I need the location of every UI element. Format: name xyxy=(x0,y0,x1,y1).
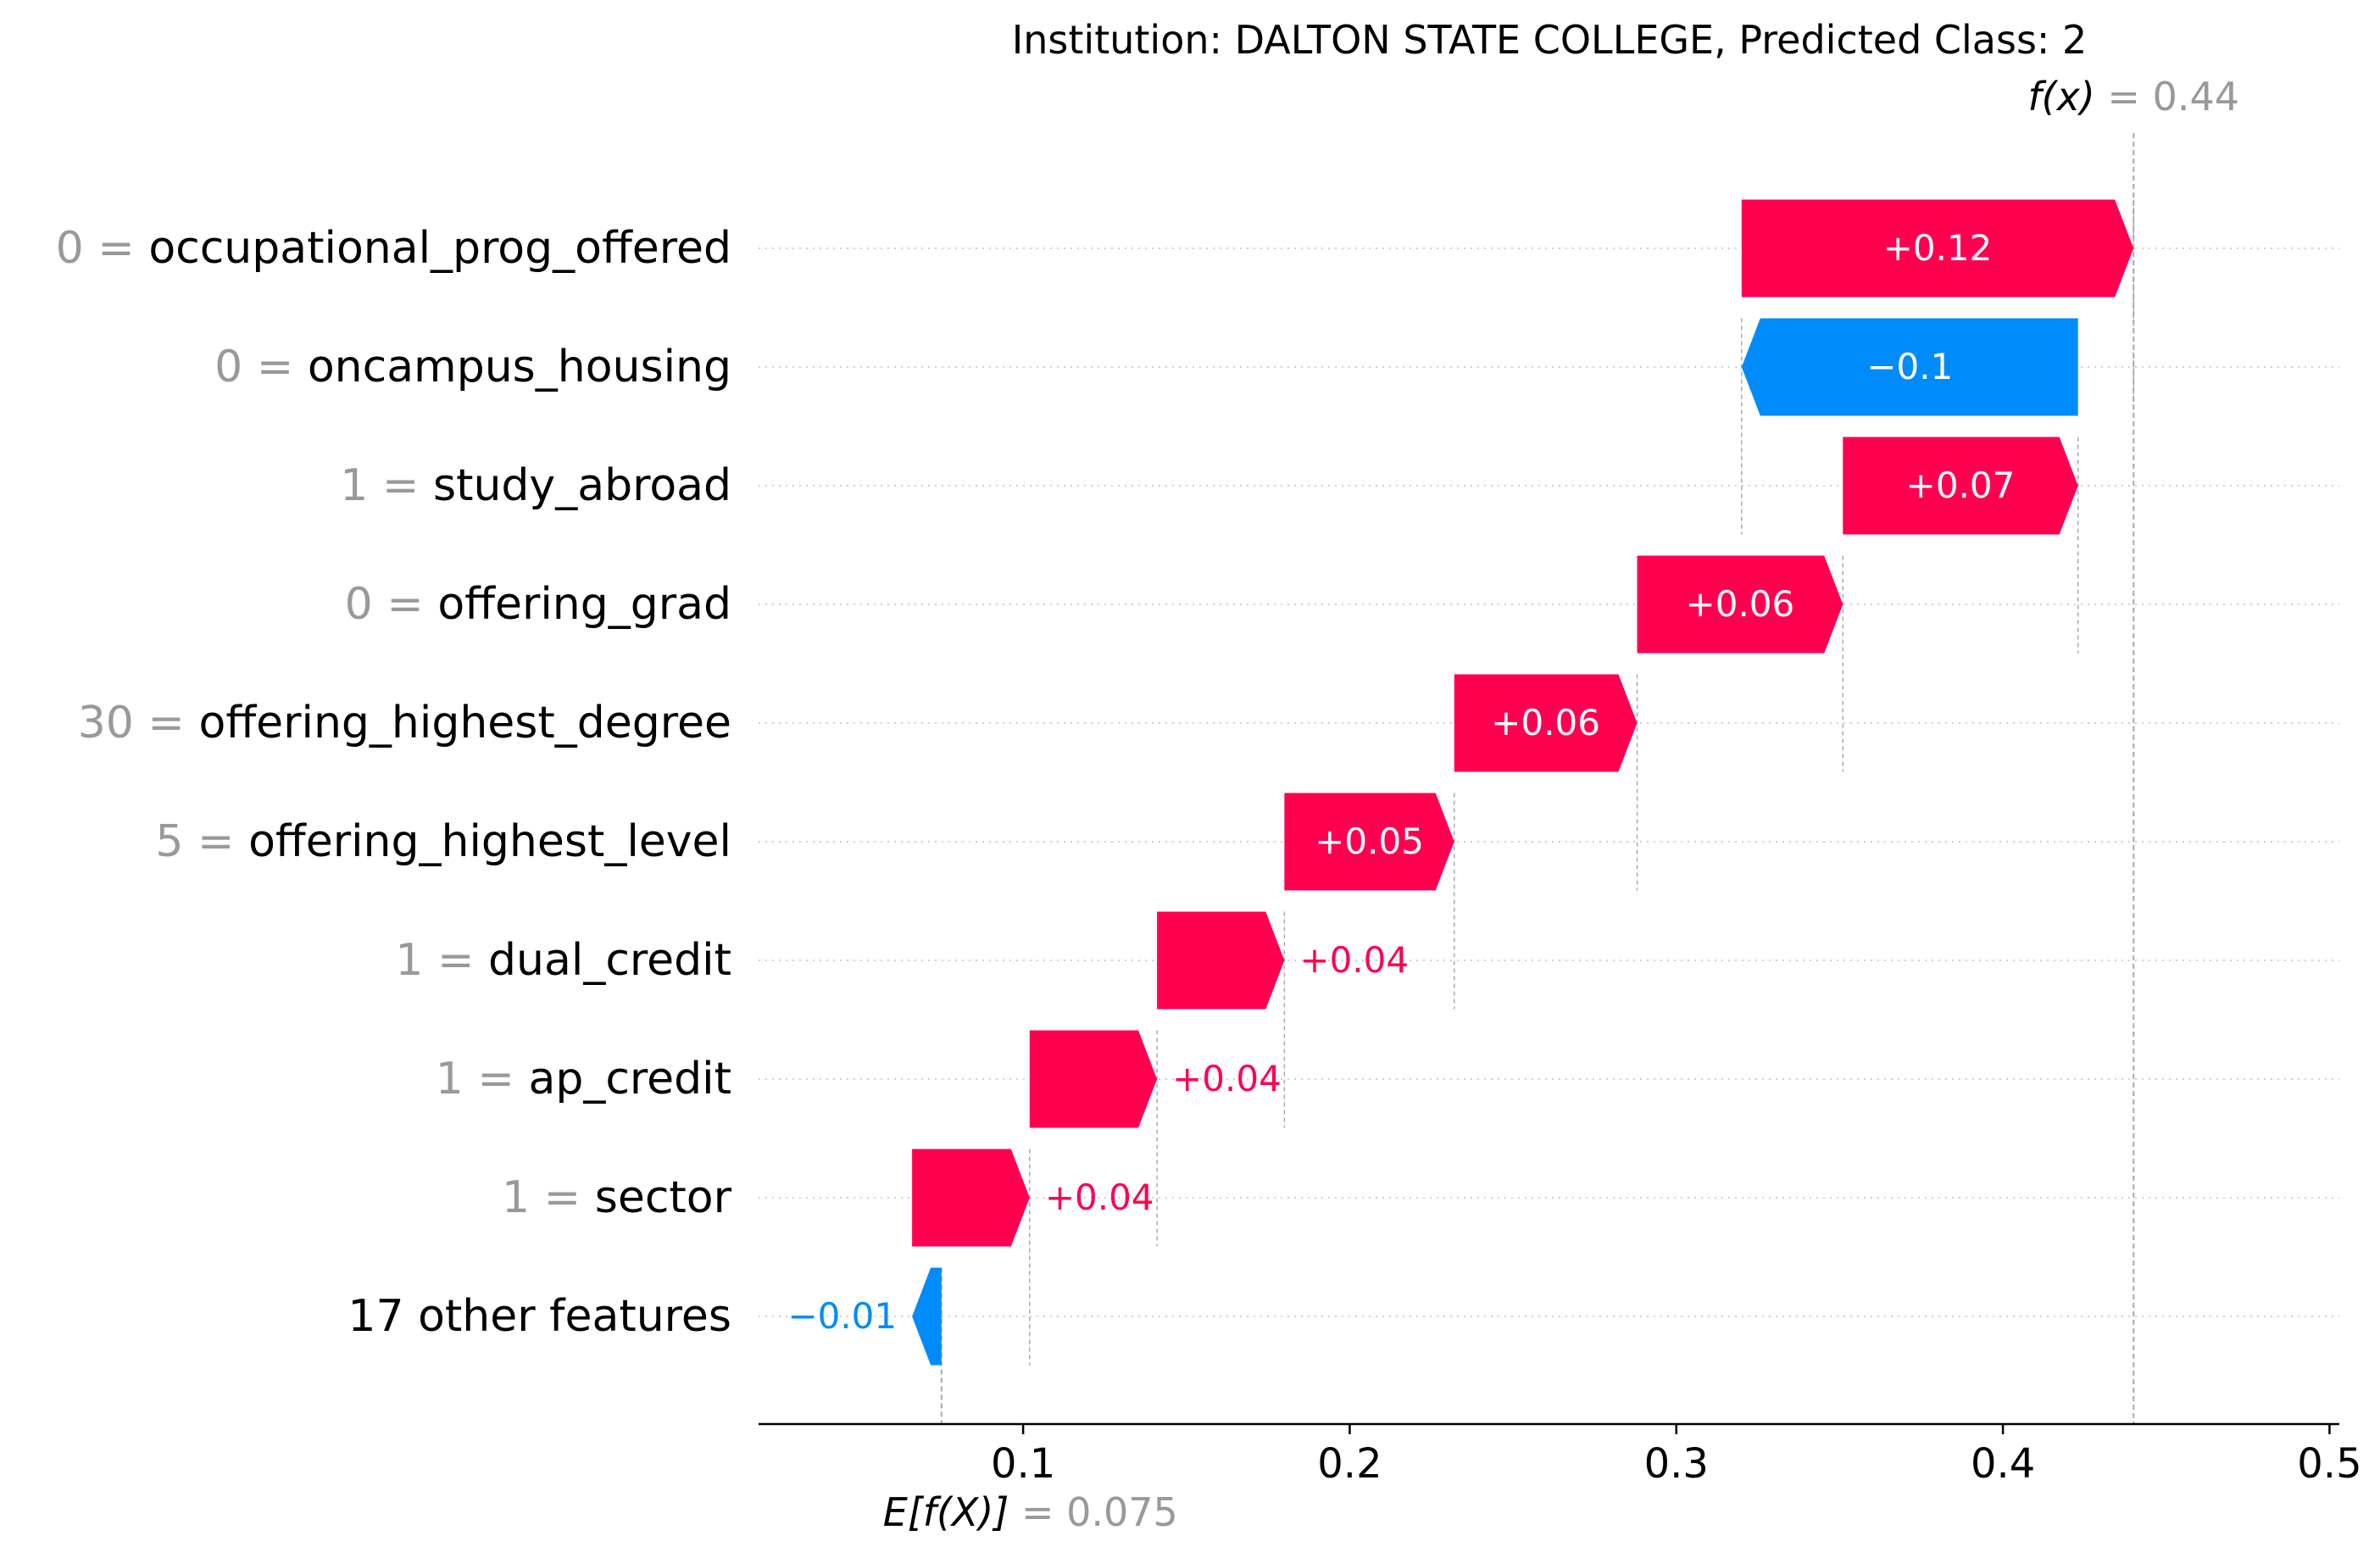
bar-value-label: +0.04 xyxy=(1299,939,1409,981)
bar-value-label: +0.04 xyxy=(1045,1177,1154,1218)
feature-label: 30 = offering_highest_degree xyxy=(78,698,731,748)
chart-title: Institution: DALTON STATE COLLEGE, Predi… xyxy=(1012,17,2088,63)
feature-name: sector xyxy=(595,1172,732,1223)
feature-label: 0 = occupational_prog_offered xyxy=(56,223,731,274)
feature-name: ap_credit xyxy=(528,1054,731,1105)
feature-label: 0 = oncampus_housing xyxy=(214,342,731,392)
feature-name: dual_credit xyxy=(488,935,731,986)
feature-name: offering_highest_degree xyxy=(199,698,732,748)
feature-name: 17 other features xyxy=(348,1291,731,1342)
x-axis: 0.1 0.2 0.3 0.4 0.5 xyxy=(759,1422,2362,1488)
bar xyxy=(912,1267,942,1366)
feature-label: 1 = ap_credit xyxy=(436,1054,731,1105)
fx-value: = 0.44 xyxy=(2107,74,2239,120)
bar-value-label: +0.12 xyxy=(1883,227,1993,269)
bar xyxy=(1029,1030,1158,1128)
x-tick-label: 0.2 xyxy=(1317,1440,1382,1488)
feature-name: study_abroad xyxy=(433,460,731,511)
base-value-annotation: E[f(X)] = 0.075 xyxy=(883,1489,1178,1535)
bar xyxy=(1741,199,2134,298)
base-label: E[f(X)] = 0.075 xyxy=(883,1489,1178,1535)
feature-label: 1 = dual_credit xyxy=(395,935,731,986)
x-tick-label: 0.1 xyxy=(991,1440,1055,1488)
fx-annotation: f(x) = 0.44 xyxy=(2027,74,2239,120)
feature-name: offering_highest_level xyxy=(248,816,731,867)
feature-label: 1 = sector xyxy=(502,1172,732,1223)
bar xyxy=(1284,793,1454,891)
feature-value: 1 = xyxy=(340,460,433,511)
bar-value-label: −0.01 xyxy=(787,1295,897,1337)
feature-value: 1 = xyxy=(436,1054,529,1105)
feature-value: 0 = xyxy=(345,579,438,630)
feature-value: 0 = xyxy=(56,223,149,274)
bar-value-label: −0.1 xyxy=(1866,346,1953,387)
feature-name: occupational_prog_offered xyxy=(148,223,731,274)
fx-label: f(x) = 0.44 xyxy=(2027,74,2239,120)
feature-name: offering_grad xyxy=(437,579,731,630)
bars: +0.12 −0.1 +0.07 +0.06 +0.06 +0.05 +0.04 +0.04 +… xyxy=(787,199,2134,1366)
feature-label: 17 other features xyxy=(348,1291,731,1342)
bar-value-label: +0.04 xyxy=(1172,1058,1282,1099)
feature-value: 1 = xyxy=(395,935,488,986)
bar xyxy=(1741,318,2078,416)
feature-value: 0 = xyxy=(214,342,308,392)
feature-label: 5 = offering_highest_level xyxy=(155,816,731,867)
x-tick-label: 0.5 xyxy=(2297,1440,2361,1488)
bar-value-label: +0.06 xyxy=(1686,583,1795,625)
fx-name: f(x) xyxy=(2027,74,2107,120)
bar-value-label: +0.05 xyxy=(1315,821,1424,862)
x-tick-label: 0.3 xyxy=(1644,1440,1709,1488)
feature-label: 1 = study_abroad xyxy=(340,460,731,511)
base-name: E[f(X)] xyxy=(883,1489,1021,1535)
feature-label: 0 = offering_grad xyxy=(345,579,731,630)
connector-lines xyxy=(940,133,2135,1424)
feature-name: oncampus_housing xyxy=(308,342,731,392)
bar xyxy=(1454,674,1638,772)
x-tick-label: 0.4 xyxy=(1971,1440,2035,1488)
base-value: = 0.075 xyxy=(1021,1489,1178,1535)
bar xyxy=(1157,911,1285,1010)
feature-value: 1 = xyxy=(502,1172,595,1223)
bar-value-label: +0.06 xyxy=(1491,702,1600,743)
feature-value: 30 = xyxy=(78,698,199,748)
bar-value-label: +0.07 xyxy=(1906,465,2016,506)
feature-value: 5 = xyxy=(155,816,248,867)
bar xyxy=(1637,555,1843,654)
bar xyxy=(1843,437,2078,535)
bar xyxy=(912,1149,1030,1247)
